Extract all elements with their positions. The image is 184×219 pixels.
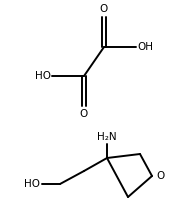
Text: HO: HO [24,179,40,189]
Text: HO: HO [35,71,51,81]
Text: O: O [80,109,88,119]
Text: OH: OH [137,42,153,52]
Text: H₂N: H₂N [97,132,117,142]
Text: O: O [156,171,164,181]
Text: O: O [100,4,108,14]
